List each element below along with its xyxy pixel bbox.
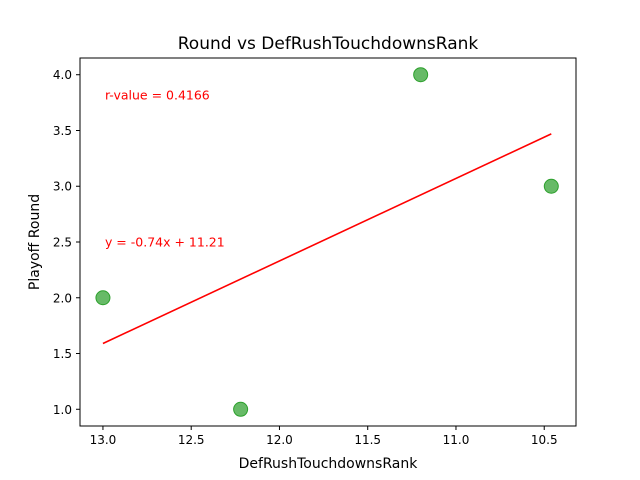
x-tick-label: 11.0 bbox=[443, 433, 470, 447]
scatter-point bbox=[95, 290, 111, 306]
scatter-point bbox=[413, 67, 429, 83]
chart-title: Round vs DefRushTouchdownsRank bbox=[178, 34, 479, 54]
y-tick-label: 2.5 bbox=[53, 236, 72, 250]
x-tick-label: 11.5 bbox=[354, 433, 381, 447]
regression-line bbox=[102, 133, 552, 345]
x-tick-label: 12.0 bbox=[266, 433, 293, 447]
y-axis-label: Playoff Round bbox=[27, 194, 43, 290]
x-tick-label: 12.5 bbox=[178, 433, 205, 447]
y-tick-label: 1.5 bbox=[53, 347, 72, 361]
y-tick-label: 2.0 bbox=[53, 291, 72, 305]
y-tick-label: 1.0 bbox=[53, 403, 72, 417]
scatter-point bbox=[543, 178, 559, 194]
equation-annotation: y = -0.74x + 11.21 bbox=[105, 235, 225, 250]
x-tick-label: 13.0 bbox=[90, 433, 117, 447]
y-axis-ticks: 1.0 1.5 2.0 2.5 3.0 3.5 4.0 bbox=[53, 68, 80, 417]
y-tick-label: 3.5 bbox=[53, 124, 72, 138]
x-tick-label: 10.5 bbox=[531, 433, 558, 447]
y-tick-label: 4.0 bbox=[53, 68, 72, 82]
r-value-annotation: r-value = 0.4166 bbox=[105, 87, 210, 102]
y-tick-label: 3.0 bbox=[53, 180, 72, 194]
x-axis-label: DefRushTouchdownsRank bbox=[239, 456, 419, 472]
x-axis-ticks: 13.0 12.5 12.0 11.5 11.0 10.5 bbox=[90, 426, 558, 447]
plot-area: r-value = 0.4166 y = -0.74x + 11.21 bbox=[95, 67, 559, 417]
scatter-point bbox=[233, 401, 249, 417]
